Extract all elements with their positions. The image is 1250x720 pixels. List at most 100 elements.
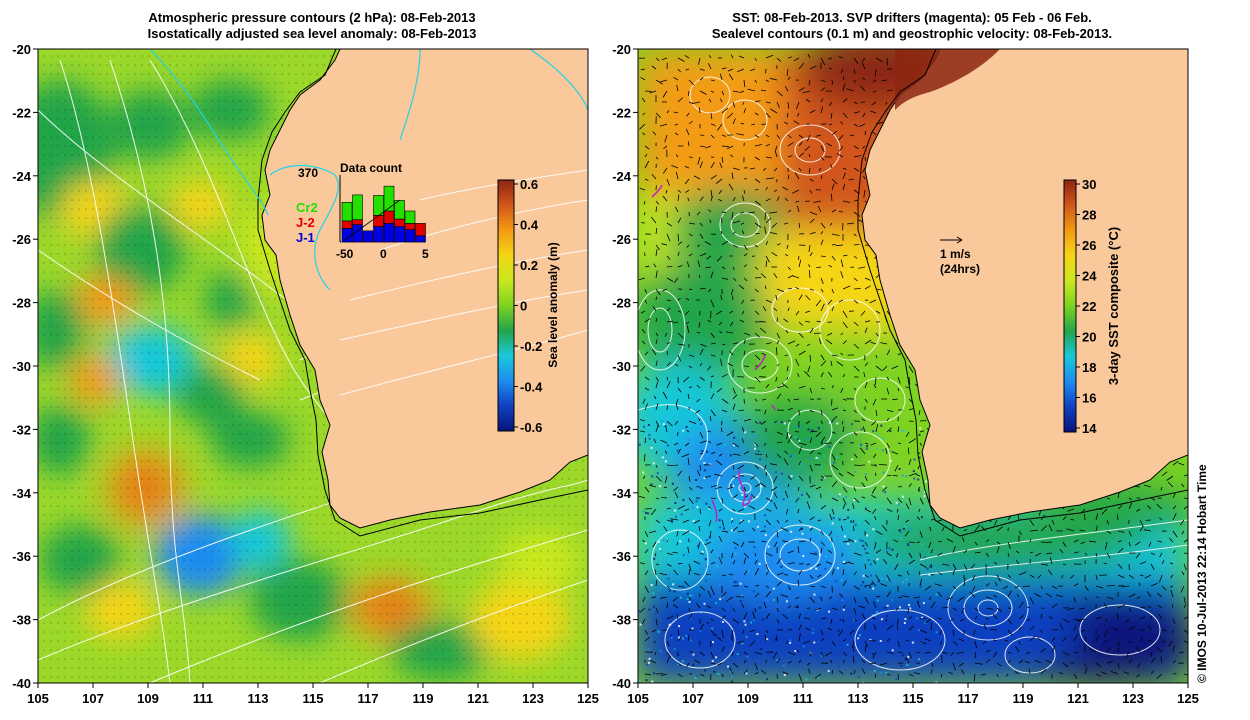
velocity-arrow [809, 231, 816, 235]
velocity-arrow [776, 673, 778, 679]
sst-pixel [691, 595, 694, 597]
velocity-arrow [952, 585, 957, 590]
sst-pixel [898, 606, 901, 609]
velocity-arrow [1073, 625, 1077, 631]
velocity-arrow [655, 464, 658, 468]
velocity-arrow [1040, 563, 1048, 566]
sst-pixel [869, 574, 872, 577]
sst-pixel [918, 658, 920, 661]
velocity-arrow [886, 57, 888, 66]
sst-pixel [862, 572, 864, 575]
velocity-arrow [1160, 486, 1163, 491]
velocity-arrow [754, 144, 762, 147]
velocity-arrow [655, 227, 658, 235]
velocity-arrow [1172, 673, 1177, 675]
sst-pixel [796, 605, 799, 608]
velocity-arrow [688, 120, 693, 125]
left-ytick-label: -22 [12, 105, 31, 120]
velocity-arrow [875, 472, 877, 477]
velocity-arrow [710, 271, 714, 279]
sst-pixel [909, 607, 912, 610]
velocity-arrow [1089, 540, 1097, 543]
sst-pixel [810, 568, 813, 571]
sst-pixel [820, 442, 823, 445]
sst-pixel [697, 425, 700, 428]
velocity-arrow [699, 464, 702, 471]
velocity-arrow [652, 306, 657, 312]
velocity-arrow [1106, 647, 1111, 653]
sst-pixel [901, 495, 904, 498]
velocity-arrow [765, 497, 773, 502]
sst-pixel [860, 584, 863, 587]
velocity-arrow [1161, 560, 1165, 565]
velocity-arrow [666, 552, 673, 556]
velocity-arrow [640, 68, 646, 71]
velocity-arrow [1014, 671, 1020, 675]
velocity-arrow [808, 244, 811, 253]
sst-pixel [712, 591, 715, 594]
velocity-arrow [770, 108, 778, 114]
sst-pixel [700, 487, 703, 489]
velocity-arrow [908, 458, 912, 466]
velocity-arrow [773, 502, 778, 510]
sst-pixel [869, 638, 872, 641]
velocity-arrow [644, 636, 650, 642]
velocity-arrow [765, 143, 770, 147]
sst-pixel [918, 456, 921, 459]
velocity-arrow [808, 668, 811, 675]
velocity-arrow [763, 442, 767, 446]
velocity-scale: 1 m/s (24hrs) [940, 236, 980, 276]
sst-pixel [888, 617, 891, 620]
velocity-arrow [875, 530, 883, 536]
sst-pixel [667, 444, 669, 447]
sst-pixel [799, 426, 802, 429]
velocity-arrow [705, 145, 712, 149]
sst-pixel [763, 640, 766, 643]
velocity-arrow [1150, 552, 1155, 556]
right-xtick-label: 125 [1177, 691, 1199, 706]
sst-pixel [772, 526, 775, 529]
velocity-arrow [783, 458, 789, 466]
velocity-arrow [798, 446, 802, 455]
velocity-arrow [677, 562, 683, 565]
velocity-arrow [831, 233, 840, 236]
velocity-arrow [710, 629, 716, 637]
velocity-arrow [1136, 646, 1141, 653]
sst-pixel [935, 681, 938, 683]
velocity-arrow [996, 673, 999, 678]
velocity-arrow [699, 90, 707, 95]
sst-pixel [869, 586, 872, 589]
sst-pixel [929, 507, 932, 510]
sst-pixel [700, 423, 702, 425]
sst-pixel [853, 499, 856, 502]
velocity-arrow [853, 233, 857, 237]
velocity-arrow [776, 363, 780, 367]
velocity-arrow [754, 79, 757, 83]
sst-pixel [851, 423, 853, 426]
velocity-arrow [1084, 667, 1088, 675]
velocity-arrow [791, 189, 800, 194]
velocity-arrow [771, 251, 778, 257]
velocity-arrow [638, 277, 646, 281]
velocity-arrow [732, 387, 736, 394]
velocity-arrow [728, 73, 734, 81]
velocity-arrow [773, 189, 778, 193]
velocity-arrow [731, 552, 734, 559]
velocity-arrow [655, 618, 658, 626]
velocity-arrow [666, 656, 670, 664]
sst-pixel [695, 479, 698, 481]
velocity-arrow [817, 205, 822, 213]
velocity-arrow [797, 205, 800, 213]
velocity-arrow [1128, 530, 1132, 537]
velocity-arrow [696, 211, 701, 216]
sst-pixel [703, 469, 706, 472]
sst-pixel [747, 544, 750, 547]
velocity-arrow [886, 387, 890, 395]
sst-pixel [650, 474, 653, 477]
velocity-arrow [644, 486, 650, 493]
velocity-arrow [695, 603, 701, 609]
velocity-arrow [1084, 585, 1089, 591]
velocity-arrow [732, 618, 740, 624]
velocity-arrow [853, 669, 856, 675]
velocity-arrow [664, 332, 668, 337]
